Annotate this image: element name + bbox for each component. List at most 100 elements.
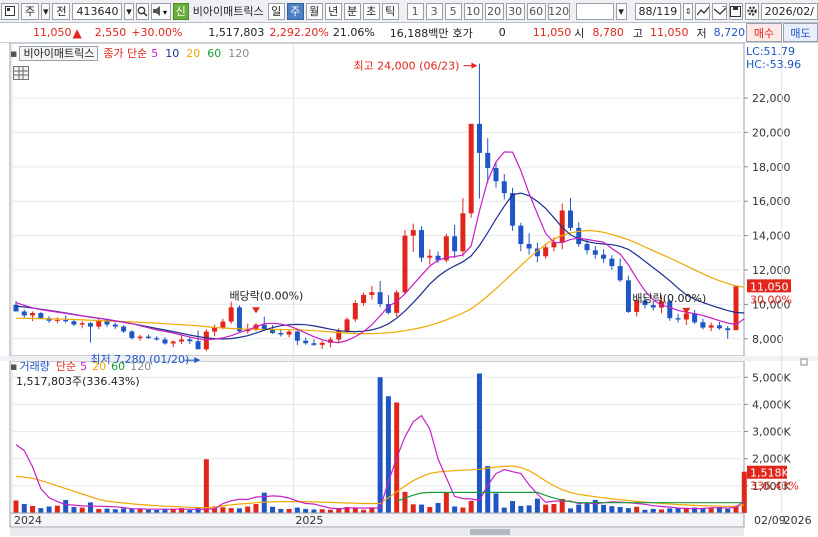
volume-bar-73 <box>617 507 623 513</box>
volume-bar-58 <box>493 493 499 513</box>
interval-tab-30[interactable]: 30 <box>505 2 525 20</box>
candle-8 <box>79 323 85 325</box>
compare-icon[interactable] <box>712 2 728 20</box>
up-arrow-icon: ▲ <box>72 25 82 40</box>
interval-tab-5[interactable]: 5 <box>444 2 462 20</box>
period-tab-6[interactable]: 틱 <box>381 2 399 20</box>
candle-67 <box>567 210 573 228</box>
candle-14 <box>129 331 135 339</box>
candle-20 <box>179 339 185 342</box>
candle-23 <box>203 331 209 350</box>
interval-tab-3[interactable]: 3 <box>425 2 443 20</box>
period-tab-4[interactable]: 분 <box>343 2 361 20</box>
market-select[interactable]: 주 <box>21 2 40 20</box>
hc-value: HC:-53.96 <box>746 58 802 71</box>
candle-27 <box>236 307 242 332</box>
volume-bar-59 <box>501 507 507 513</box>
volume-bar-5 <box>54 505 60 513</box>
candle-59 <box>501 181 507 194</box>
interval-input[interactable] <box>575 2 614 20</box>
candle-33 <box>286 331 292 335</box>
candle-74 <box>625 280 631 312</box>
code-dropdown-icon[interactable]: ▾ <box>124 2 134 20</box>
low-arrow-icon <box>194 357 201 364</box>
candle-70 <box>592 250 598 255</box>
grid-toggle-icon[interactable] <box>13 66 29 80</box>
volume-bar-19 <box>170 509 176 513</box>
volume-bar-55 <box>468 500 474 513</box>
candle-39 <box>336 331 342 340</box>
volume-bar-14 <box>129 508 135 513</box>
stock-code-input[interactable]: 413640 <box>72 2 123 20</box>
price-tick-label: 10,000 <box>752 298 791 311</box>
volume-bar-4 <box>46 506 52 513</box>
period-tab-3[interactable]: 년 <box>324 2 342 20</box>
interval-tab-20[interactable]: 20 <box>484 2 504 20</box>
period-tab-1[interactable]: 주 <box>286 2 304 20</box>
candle-49 <box>419 230 425 258</box>
interval-dropdown-icon[interactable]: ▾ <box>615 2 627 20</box>
volume-bar-0 <box>13 500 19 513</box>
interval-tab-120[interactable]: 120 <box>547 2 570 20</box>
interval-tab-1[interactable]: 1 <box>406 2 424 20</box>
volume-bar-84 <box>708 508 714 513</box>
price-panel-title[interactable]: 비아이매트릭스 <box>19 45 99 61</box>
chart-type-icon[interactable] <box>695 2 711 20</box>
volume-bar-50 <box>427 507 433 513</box>
stock-chart[interactable]: 8,000 10,000 12,000 14,000 16,000 18,000 20,00… <box>0 43 818 537</box>
candle-11 <box>104 320 110 325</box>
page-counter[interactable]: 88/119 <box>634 2 682 20</box>
period-prefix-button[interactable]: 전 <box>52 2 71 20</box>
interval-tab-60[interactable]: 60 <box>526 2 546 20</box>
page-spin-icon[interactable]: ⇕ <box>683 2 694 20</box>
volume-bar-18 <box>162 509 168 513</box>
volume-bar-35 <box>303 508 309 513</box>
volume-bar-26 <box>228 508 234 513</box>
volume-bar-60 <box>510 501 516 513</box>
candle-60 <box>510 193 516 226</box>
interval-tab-10[interactable]: 10 <box>463 2 483 20</box>
buy-button[interactable]: 매수 <box>746 23 782 42</box>
speaker-icon[interactable]: ▾ <box>150 2 171 20</box>
volume-bar-9 <box>87 502 93 513</box>
price-tick-label: 14,000 <box>752 230 791 243</box>
price-tick-label: 8,000 <box>752 333 784 346</box>
gear-icon[interactable] <box>744 2 759 20</box>
candle-30 <box>261 324 267 330</box>
candle-19 <box>170 341 176 344</box>
candle-75 <box>634 300 640 312</box>
candle-81 <box>683 313 689 320</box>
volume-marker-icon: ▪ <box>10 359 18 373</box>
volume-bar-88 <box>741 471 747 513</box>
volume-bar-85 <box>716 507 722 513</box>
volume-bar-70 <box>592 499 598 513</box>
volume-change-pct: 2,292.20% <box>269 26 329 39</box>
low-annotation: 최저 7,280 (01/20) <box>90 353 189 366</box>
dividend-marker-2 <box>682 307 691 314</box>
high-value: 11,050 <box>650 26 689 39</box>
period-tab-2[interactable]: 월 <box>305 2 323 20</box>
candle-66 <box>559 210 565 243</box>
market-dropdown-icon[interactable]: ▾ <box>41 2 51 20</box>
volume-bar-13 <box>121 508 127 513</box>
high-annotation: 최고 24,000 (06/23) <box>353 60 459 73</box>
date-input[interactable]: 2026/02/ <box>760 2 818 20</box>
candle-32 <box>278 332 284 335</box>
candle-0 <box>13 304 19 312</box>
save-icon[interactable] <box>729 2 743 20</box>
volume-bar-53 <box>452 506 458 513</box>
search-icon[interactable] <box>135 2 149 20</box>
volume-bar-27 <box>236 508 242 513</box>
volume-bar-75 <box>634 506 640 513</box>
period-tab-5[interactable]: 초 <box>362 2 380 20</box>
price-tag-pct: 30.00% <box>750 293 792 306</box>
volume-panel-title[interactable]: 거래량 <box>19 360 50 373</box>
volume-bar-20 <box>179 508 185 513</box>
window-icon[interactable] <box>1 2 19 20</box>
volume-current-label: 1,517,803주(336.43%) <box>16 375 140 388</box>
volume-bar-25 <box>220 507 226 513</box>
candle-18 <box>162 339 168 344</box>
candle-3 <box>38 313 44 319</box>
sell-button[interactable]: 매도 <box>783 23 818 42</box>
period-tab-0[interactable]: 일 <box>267 2 285 20</box>
